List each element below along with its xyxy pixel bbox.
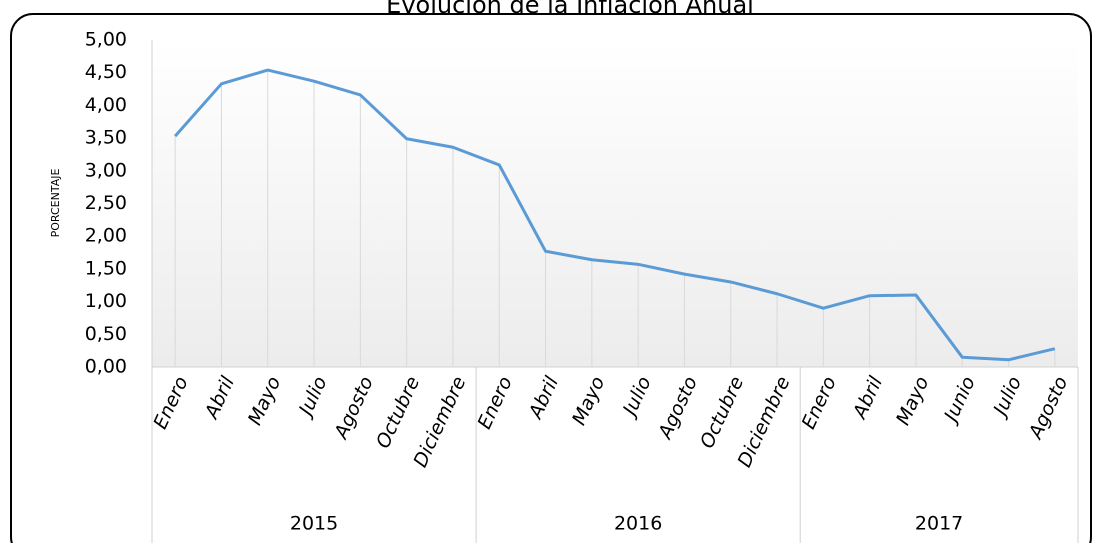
y-tick-label: 2,50 [85, 192, 127, 214]
group-label: 2017 [915, 513, 963, 535]
y-axis-label: PORCENTAJE [49, 169, 62, 238]
y-tick-label: 0,00 [85, 356, 127, 378]
y-tick-label: 4,00 [85, 94, 127, 116]
y-tick-label: 3,00 [85, 159, 127, 181]
y-tick-label: 0,50 [85, 323, 127, 345]
y-tick-label: 3,50 [85, 127, 127, 149]
y-tick-label: 1,50 [85, 257, 127, 279]
group-label: 2016 [614, 513, 662, 535]
chart-title: Evolución de la Inflación Anual [386, 0, 754, 19]
y-tick-label: 1,00 [85, 290, 127, 312]
plot-area [152, 40, 1078, 367]
y-tick-label: 5,00 [85, 29, 127, 51]
group-label: 2015 [290, 513, 338, 535]
y-tick-label: 2,00 [85, 225, 127, 247]
series-line [174, 68, 1056, 362]
y-tick-label: 4,50 [85, 61, 127, 83]
